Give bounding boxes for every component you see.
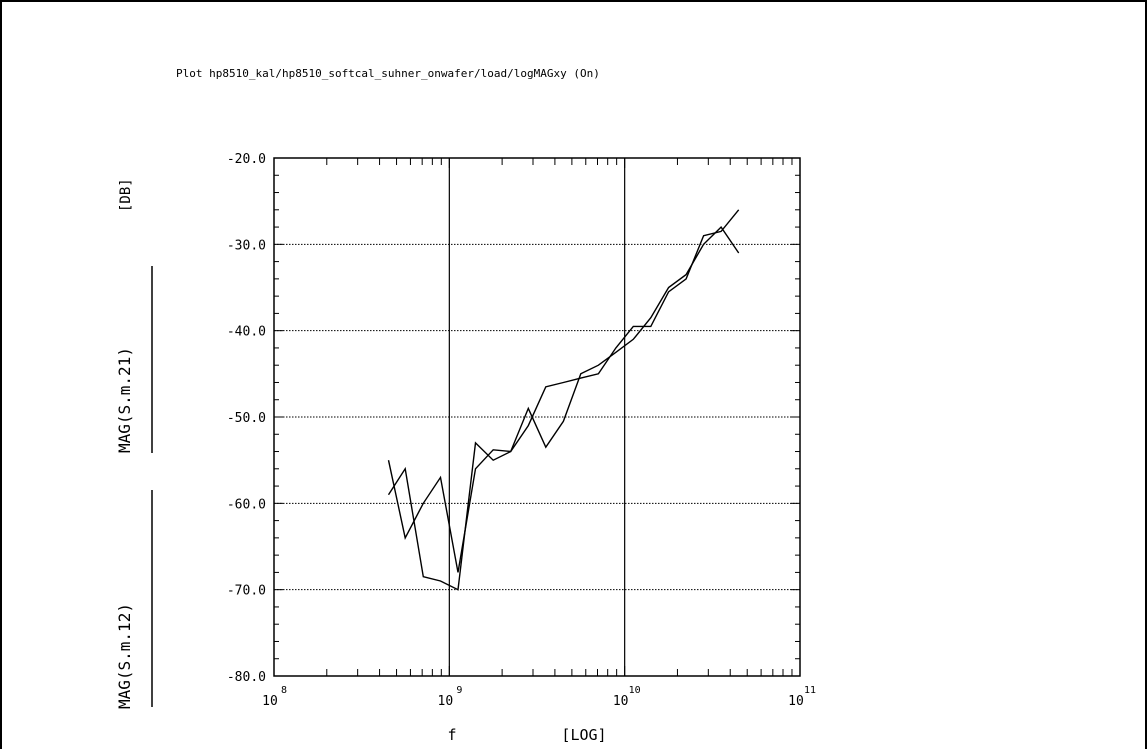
series-line-1 — [387, 209, 740, 573]
x-tick-label-base: 10 — [438, 694, 454, 709]
x-tick-label-exponent: 9 — [456, 685, 462, 696]
y-tick-label: -30.0 — [227, 238, 266, 253]
x-axis-label: f — [447, 726, 456, 744]
y-tick-label: -70.0 — [227, 584, 266, 599]
x-tick-label-base: 10 — [613, 694, 629, 709]
x-axis-unit-label: [LOG] — [561, 726, 606, 744]
y-tick-label: -80.0 — [227, 670, 266, 685]
y-tick-label: -40.0 — [227, 325, 266, 340]
series-group — [387, 209, 740, 591]
x-tick-label-base: 10 — [788, 694, 804, 709]
y-tick-label: -60.0 — [227, 497, 266, 512]
x-tick-label-exponent: 10 — [629, 685, 641, 696]
plot-title: Plot hp8510_kal/hp8510_softcal_suhner_on… — [176, 67, 600, 80]
y-tick-label: -20.0 — [227, 152, 266, 167]
y-axis-unit-label: [DB] — [118, 178, 134, 212]
y-axis-label-lower: MAG(S.m.12) — [115, 603, 134, 709]
y-tick-label: -50.0 — [227, 411, 266, 426]
series-line-2 — [387, 226, 740, 591]
y-axis-label-upper: MAG(S.m.21) — [115, 347, 134, 453]
x-tick-label-exponent: 11 — [804, 685, 816, 696]
plot-area — [273, 157, 801, 677]
x-tick-label-base: 10 — [262, 694, 278, 709]
y-tick-labels: -20.0 -30.0 -40.0 -50.0 -60.0 -70.0 -80.0 — [227, 152, 266, 685]
x-tick-label-exponent: 8 — [281, 685, 287, 696]
y-axis-title-group: MAG(S.m.21) [DB] MAG(S.m.12) — [115, 178, 153, 709]
